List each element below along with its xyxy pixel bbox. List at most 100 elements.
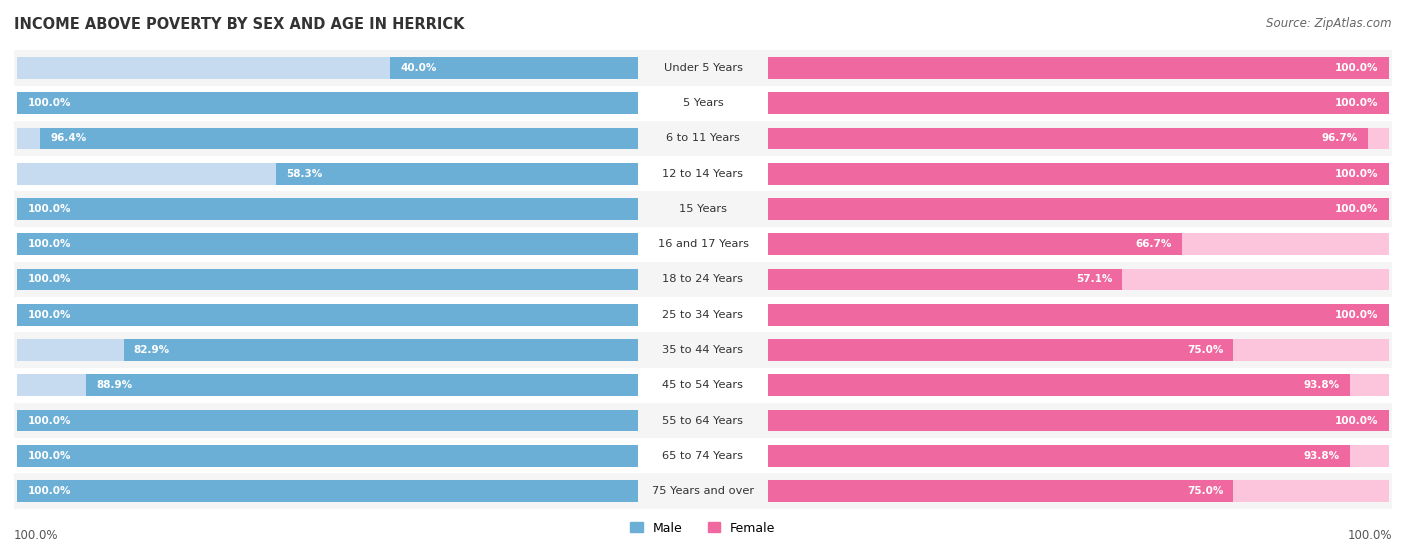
Bar [768, 198, 1389, 220]
Bar [17, 304, 638, 326]
Text: Under 5 Years: Under 5 Years [664, 63, 742, 73]
Bar [14, 50, 1392, 86]
Text: 100.0%: 100.0% [14, 529, 59, 542]
Text: 15 Years: 15 Years [679, 204, 727, 214]
Text: 58.3%: 58.3% [287, 169, 323, 179]
Bar [768, 163, 1389, 184]
Bar [768, 445, 1389, 467]
Bar [86, 375, 638, 396]
Text: 100.0%: 100.0% [28, 204, 72, 214]
Text: INCOME ABOVE POVERTY BY SEX AND AGE IN HERRICK: INCOME ABOVE POVERTY BY SEX AND AGE IN H… [14, 17, 464, 32]
Text: 96.4%: 96.4% [51, 134, 86, 144]
Text: 45 to 54 Years: 45 to 54 Years [662, 380, 744, 390]
Text: 100.0%: 100.0% [28, 451, 72, 461]
Text: 75 Years and over: 75 Years and over [652, 486, 754, 496]
Text: 100.0%: 100.0% [1334, 98, 1378, 108]
Text: 16 and 17 Years: 16 and 17 Years [658, 239, 748, 249]
Bar [17, 339, 638, 361]
Bar [768, 410, 1389, 432]
Text: 57.1%: 57.1% [1076, 274, 1112, 285]
Bar [14, 403, 1392, 438]
Bar [17, 268, 638, 291]
Bar [17, 268, 638, 291]
Bar [39, 127, 638, 149]
Bar [17, 410, 638, 432]
Text: 12 to 14 Years: 12 to 14 Years [662, 169, 744, 179]
Bar [17, 92, 638, 114]
Text: 100.0%: 100.0% [28, 274, 72, 285]
Bar [14, 473, 1392, 509]
Bar [389, 57, 638, 79]
Bar [14, 156, 1392, 191]
Bar [768, 480, 1389, 502]
Bar [17, 57, 638, 79]
Text: 100.0%: 100.0% [1334, 169, 1378, 179]
Bar [768, 57, 1389, 79]
Text: 75.0%: 75.0% [1187, 486, 1223, 496]
Bar [17, 445, 638, 467]
Bar [14, 297, 1392, 333]
Bar [768, 339, 1389, 361]
Bar [276, 163, 638, 184]
Bar [768, 268, 1122, 291]
Bar [14, 226, 1392, 262]
Bar [768, 57, 1389, 79]
Text: Source: ZipAtlas.com: Source: ZipAtlas.com [1267, 17, 1392, 30]
Bar [17, 480, 638, 502]
Bar [768, 92, 1389, 114]
Bar [768, 445, 1350, 467]
Text: 100.0%: 100.0% [28, 98, 72, 108]
Bar [14, 121, 1392, 156]
Bar [14, 191, 1392, 226]
Text: 100.0%: 100.0% [28, 239, 72, 249]
Text: 18 to 24 Years: 18 to 24 Years [662, 274, 744, 285]
Text: 6 to 11 Years: 6 to 11 Years [666, 134, 740, 144]
Text: 82.9%: 82.9% [134, 345, 170, 355]
Bar [17, 233, 638, 255]
Bar [768, 410, 1389, 432]
Bar [768, 198, 1389, 220]
Bar [768, 127, 1389, 149]
Bar [768, 339, 1233, 361]
Bar [768, 268, 1389, 291]
Bar [768, 127, 1368, 149]
Text: 5 Years: 5 Years [683, 98, 723, 108]
Text: 100.0%: 100.0% [28, 310, 72, 320]
Text: 100.0%: 100.0% [28, 486, 72, 496]
Bar [768, 304, 1389, 326]
Text: 93.8%: 93.8% [1303, 451, 1340, 461]
Bar [768, 375, 1389, 396]
Bar [768, 304, 1389, 326]
Bar [17, 127, 638, 149]
Text: 66.7%: 66.7% [1135, 239, 1171, 249]
Text: 88.9%: 88.9% [97, 380, 132, 390]
Text: 100.0%: 100.0% [1334, 310, 1378, 320]
Legend: Male, Female: Male, Female [630, 522, 776, 534]
Bar [768, 375, 1350, 396]
Bar [124, 339, 638, 361]
Bar [17, 480, 638, 502]
Bar [768, 233, 1389, 255]
Text: 65 to 74 Years: 65 to 74 Years [662, 451, 744, 461]
Bar [17, 445, 638, 467]
Bar [14, 262, 1392, 297]
Bar [17, 233, 638, 255]
Text: 35 to 44 Years: 35 to 44 Years [662, 345, 744, 355]
Text: 25 to 34 Years: 25 to 34 Years [662, 310, 744, 320]
Bar [17, 375, 638, 396]
Bar [768, 480, 1233, 502]
Text: 100.0%: 100.0% [1334, 415, 1378, 425]
Bar [17, 410, 638, 432]
Bar [17, 163, 638, 184]
Text: 100.0%: 100.0% [28, 415, 72, 425]
Text: 55 to 64 Years: 55 to 64 Years [662, 415, 744, 425]
Text: 100.0%: 100.0% [1347, 529, 1392, 542]
Text: 100.0%: 100.0% [1334, 63, 1378, 73]
Text: 75.0%: 75.0% [1187, 345, 1223, 355]
Bar [17, 304, 638, 326]
Bar [17, 198, 638, 220]
Bar [768, 92, 1389, 114]
Bar [14, 438, 1392, 473]
Bar [768, 163, 1389, 184]
Text: 100.0%: 100.0% [1334, 204, 1378, 214]
